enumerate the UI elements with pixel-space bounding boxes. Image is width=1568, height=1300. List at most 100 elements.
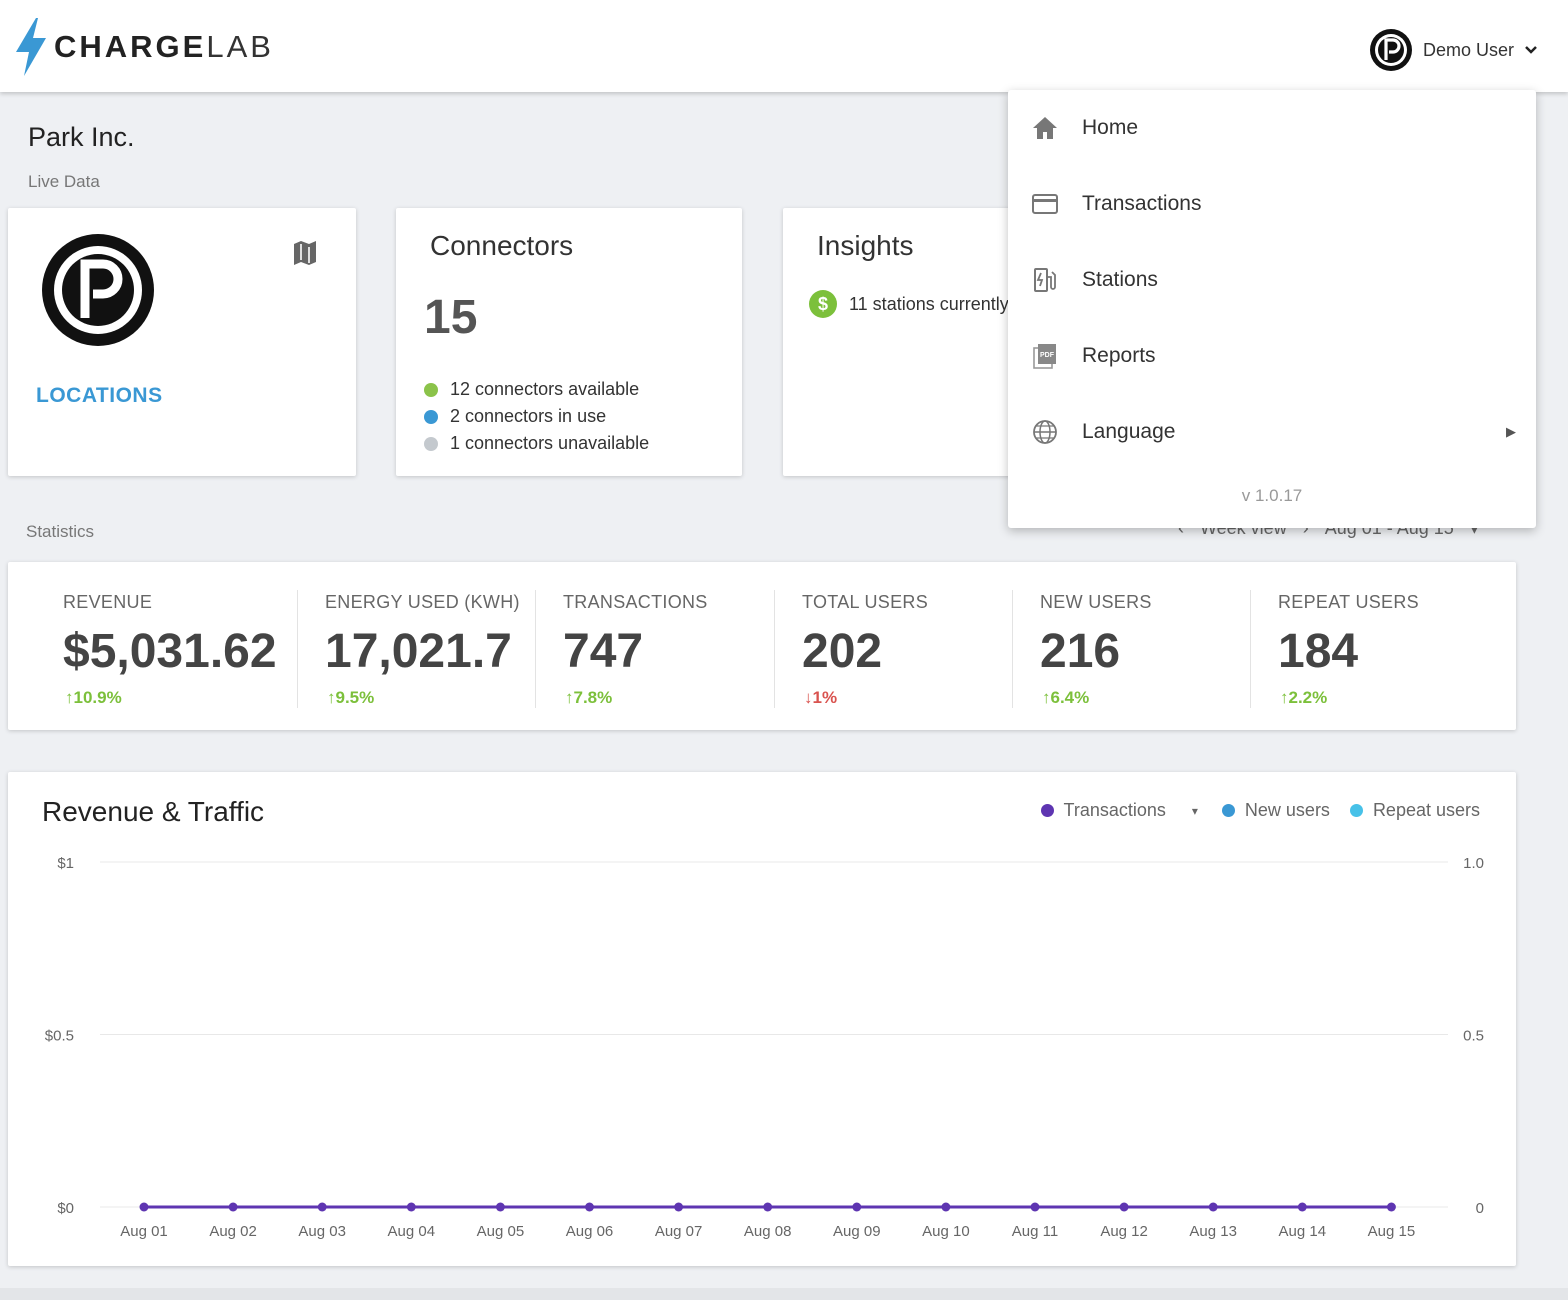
x-tick-label: Aug 09 [833,1223,881,1240]
data-point [941,1202,951,1212]
data-point [1119,1202,1129,1212]
x-tick-label: Aug 07 [655,1223,703,1240]
data-point [495,1202,505,1212]
data-point [852,1202,862,1212]
user-dropdown-menu: Home Transactions Stations PDF Reports L… [1008,90,1536,528]
top-bar: CHARGELAB Demo User [0,0,1568,92]
data-point [317,1202,327,1212]
chargelab-logo[interactable]: CHARGELAB [14,18,274,76]
x-tick-label: Aug 05 [477,1223,525,1240]
menu-item-language[interactable]: Language ▶ [1008,402,1536,462]
credit-card-icon [1032,194,1058,214]
y-tick-label-right: 0 [1476,1200,1484,1217]
connector-status-item: 12 connectors available [424,376,649,403]
chevron-down-icon [1525,46,1537,54]
page-title: Park Inc. [28,122,135,152]
app-version: v 1.0.17 [1241,486,1303,505]
legend-repeat-users[interactable]: Repeat users [1372,800,1480,820]
connectors-title: Connectors [430,230,574,261]
x-tick-label: Aug 01 [120,1223,168,1240]
data-point [1297,1202,1307,1212]
pdf-icon: PDF [1033,344,1056,369]
stat-new-users: NEW USERS 216 ↑6.4% [1012,562,1250,730]
live-data-label: Live Data [28,172,100,191]
legend-transactions[interactable]: Transactions [1063,800,1166,820]
y-tick-label-left: $0 [57,1200,74,1217]
data-point [1386,1202,1396,1212]
legend-dot [1040,804,1054,817]
user-menu-toggle[interactable]: Demo User [1369,28,1538,72]
chevron-down-icon[interactable]: ▾ [1191,803,1198,818]
x-tick-label: Aug 02 [209,1223,257,1240]
connector-status-item: 2 connectors in use [424,403,649,430]
legend-dot [1221,804,1235,817]
lightning-bolt-icon [16,18,46,76]
menu-item-reports[interactable]: PDF Reports [1008,326,1536,386]
statistics-label: Statistics [26,522,95,541]
y-tick-label-right: 0.5 [1463,1028,1484,1045]
x-tick-label: Aug 06 [566,1223,614,1240]
dollar-icon: $ [809,290,837,318]
prev-week-button[interactable]: ‹ [1178,518,1184,538]
home-icon [1033,117,1057,139]
stat-transactions: TRANSACTIONS 747 ↑7.8% [535,562,773,730]
revenue-traffic-card: $0 0 $0.5 0.5 $1 1.0 Aug 01 Aug 02 Aug 03 Aug 04 A… [8,772,1516,1266]
connectors-count: 15 [424,291,478,344]
menu-item-home[interactable]: Home [1008,98,1536,158]
menu-item-transactions[interactable]: Transactions [1008,174,1536,234]
available-dot-icon [424,382,438,397]
stat-energy: ENERGY USED (KWH) 17,021.7 ↑9.5% [297,562,535,730]
x-tick-label: Aug 04 [388,1223,436,1240]
y-tick-label-left: $0.5 [45,1028,74,1045]
ev-station-icon [1034,268,1056,292]
x-tick-label: Aug 08 [744,1223,792,1240]
in-use-dot-icon [424,409,438,424]
map-icon[interactable] [290,238,320,268]
chart-title: Revenue & Traffic [42,796,265,827]
data-point [1030,1202,1040,1212]
chart-legend: Transactions ▾ New users Repeat users [1040,800,1480,821]
stat-repeat-users: REPEAT USERS 184 ↑2.2% [1250,562,1516,730]
y-tick-label-left: $1 [57,855,74,872]
park-logo [42,234,154,346]
x-tick-label: Aug 15 [1368,1223,1416,1240]
data-point [406,1202,416,1212]
data-point [1208,1202,1218,1212]
unavailable-dot-icon [424,436,438,451]
x-tick-label: Aug 10 [922,1223,970,1240]
x-tick-label: Aug 13 [1189,1223,1237,1240]
user-name: Demo User [1422,39,1514,60]
x-tick-label: Aug 11 [1012,1223,1058,1240]
data-point [674,1202,684,1212]
data-point [585,1202,594,1212]
legend-new-users[interactable]: New users [1244,800,1330,820]
x-tick-label: Aug 14 [1279,1223,1327,1240]
revenue-traffic-chart: $0 0 $0.5 0.5 $1 1.0 Aug 01 Aug 02 Aug 03 Aug 04 A… [45,855,1484,1240]
locations-link[interactable]: LOCATIONS [36,384,163,407]
x-tick-label: Aug 12 [1100,1223,1148,1240]
data-point [228,1202,238,1212]
brand-name: CHARGELAB [54,29,274,64]
chevron-down-icon[interactable]: ▾ [1469,518,1479,538]
legend-dot [1349,804,1363,817]
y-tick-label-right: 1.0 [1463,855,1484,872]
x-tick-label: Aug 03 [298,1223,346,1240]
data-point [763,1202,773,1212]
menu-item-stations[interactable]: Stations [1008,250,1536,310]
stat-revenue: REVENUE $5,031.62 ↑10.9% [63,592,277,707]
statistics-card: REVENUE $5,031.62 ↑10.9% ENERGY USED (KW… [8,562,1516,730]
svg-text:PDF: PDF [1040,352,1055,359]
bottom-strip [0,1288,1568,1300]
insight-item: $ 11 stations currently [809,290,1009,318]
connectors-status-list: 12 connectors available 2 connectors in … [424,376,649,457]
insights-title: Insights [817,230,914,261]
locations-card: LOCATIONS [8,208,356,476]
submenu-arrow-icon: ▶ [1506,424,1516,439]
globe-icon [1033,420,1057,444]
stat-total-users: TOTAL USERS 202 ↓1% [774,562,1012,730]
connectors-card: Connectors 15 12 connectors available 2 … [396,208,742,476]
data-point [139,1202,149,1212]
user-avatar [1369,29,1412,71]
connector-status-item: 1 connectors unavailable [424,430,649,457]
next-week-button[interactable]: › [1302,518,1309,538]
